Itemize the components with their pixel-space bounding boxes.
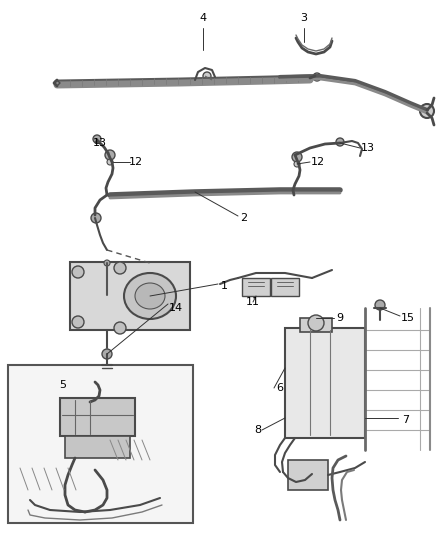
Bar — [285, 328, 365, 438]
Circle shape — [105, 150, 115, 160]
Circle shape — [107, 159, 113, 165]
Circle shape — [102, 349, 112, 359]
Text: 1: 1 — [220, 281, 227, 291]
Circle shape — [294, 161, 300, 167]
Circle shape — [336, 138, 344, 146]
Circle shape — [114, 262, 126, 274]
Bar — [8, 365, 193, 523]
Circle shape — [292, 152, 302, 162]
Circle shape — [203, 72, 211, 80]
Text: 2: 2 — [240, 213, 247, 223]
Text: 6: 6 — [276, 383, 283, 393]
Ellipse shape — [135, 283, 165, 309]
Text: 8: 8 — [254, 425, 261, 435]
Circle shape — [72, 266, 84, 278]
Circle shape — [375, 300, 385, 310]
Bar — [288, 460, 328, 490]
Text: 7: 7 — [403, 415, 410, 425]
Text: 3: 3 — [300, 13, 307, 23]
Bar — [60, 398, 135, 436]
Text: 15: 15 — [401, 313, 415, 323]
Bar — [70, 262, 190, 330]
Text: 12: 12 — [311, 157, 325, 167]
Text: 14: 14 — [169, 303, 183, 313]
Bar — [271, 278, 299, 296]
Circle shape — [313, 73, 321, 81]
Text: 5: 5 — [60, 380, 67, 390]
Circle shape — [93, 135, 101, 143]
Circle shape — [91, 213, 101, 223]
Text: 13: 13 — [361, 143, 375, 153]
Bar — [242, 278, 270, 296]
Circle shape — [114, 322, 126, 334]
Text: 11: 11 — [246, 297, 260, 307]
Bar — [300, 318, 332, 332]
Circle shape — [308, 315, 324, 331]
Text: 4: 4 — [199, 13, 207, 23]
Circle shape — [420, 104, 434, 118]
Text: 12: 12 — [129, 157, 143, 167]
Circle shape — [72, 316, 84, 328]
Text: 13: 13 — [93, 138, 107, 148]
Circle shape — [104, 260, 110, 266]
Text: 9: 9 — [336, 313, 343, 323]
Ellipse shape — [124, 273, 176, 319]
Bar — [65, 436, 130, 458]
